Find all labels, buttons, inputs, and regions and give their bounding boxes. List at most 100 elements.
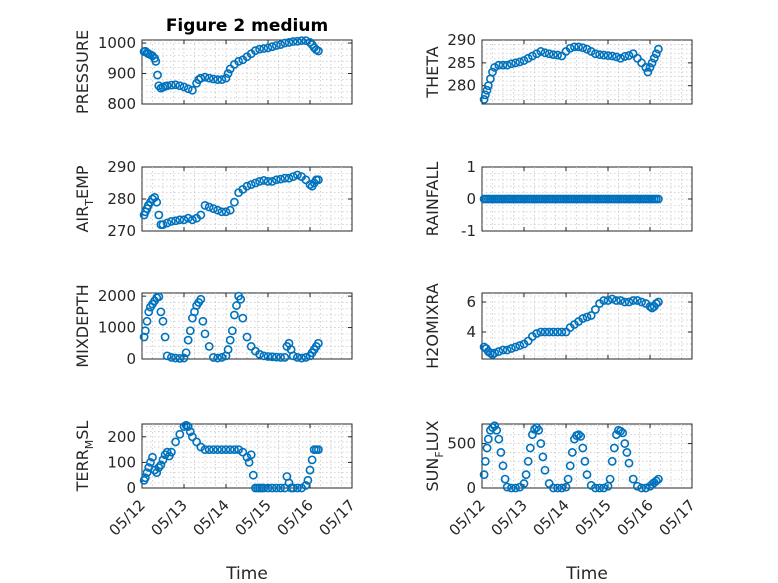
data-point xyxy=(313,46,323,56)
data-point xyxy=(591,49,600,59)
x-ticks xyxy=(141,293,353,359)
data-point xyxy=(179,82,189,92)
data-point xyxy=(549,483,558,493)
data-point xyxy=(561,482,571,492)
data-point xyxy=(479,95,489,104)
data-point xyxy=(271,483,281,493)
data-point xyxy=(616,426,625,436)
data-point xyxy=(576,432,586,441)
y-tick-label: -1 xyxy=(461,222,476,240)
data-point xyxy=(297,353,306,363)
data-point xyxy=(200,200,210,210)
data-point xyxy=(544,327,554,337)
data-point xyxy=(643,67,653,77)
data-point xyxy=(187,215,197,225)
x-ticks xyxy=(141,167,353,231)
data-point xyxy=(530,424,539,434)
data-point xyxy=(158,316,168,326)
data-point xyxy=(175,81,185,91)
data-point xyxy=(305,180,315,189)
data-point xyxy=(246,450,256,460)
data-point xyxy=(152,468,162,478)
data-point xyxy=(557,327,567,337)
data-point xyxy=(259,44,269,53)
data-point xyxy=(175,215,185,225)
data-point xyxy=(599,296,609,305)
y-axis-label-main: TERR xyxy=(73,449,92,492)
data-point xyxy=(578,43,588,53)
data-point xyxy=(578,443,588,453)
data-point xyxy=(183,422,193,431)
data-point xyxy=(259,351,269,361)
data-point xyxy=(284,478,294,488)
data-point xyxy=(532,329,541,338)
data-point xyxy=(492,425,502,435)
data-point xyxy=(553,483,562,493)
data-point xyxy=(208,74,218,84)
data-point xyxy=(153,70,162,80)
data-point xyxy=(144,307,154,317)
y-ticks: 46 xyxy=(466,293,692,341)
data-point xyxy=(217,353,227,362)
data-point xyxy=(599,50,609,60)
data-points xyxy=(479,294,663,359)
y-tick-label: 2000 xyxy=(98,287,136,305)
data-point xyxy=(148,452,157,462)
data-point xyxy=(498,461,508,471)
data-point xyxy=(179,353,189,363)
data-point xyxy=(187,432,197,442)
data-point xyxy=(654,474,663,484)
data-point xyxy=(242,181,252,191)
y-ticks: -1 0 1 xyxy=(461,158,692,240)
data-point xyxy=(187,85,197,95)
data-point xyxy=(651,476,661,486)
data-point xyxy=(271,175,281,185)
data-point xyxy=(229,445,239,454)
data-point xyxy=(580,456,590,466)
data-point xyxy=(528,51,537,61)
data-point xyxy=(156,460,166,470)
y-tick-label: 1000 xyxy=(98,34,136,52)
data-point xyxy=(301,481,311,490)
y-ticks: 800 900 1000 xyxy=(98,34,352,113)
data-point xyxy=(234,56,243,66)
data-point xyxy=(490,63,499,72)
data-point xyxy=(633,296,642,305)
data-point xyxy=(620,52,630,61)
data-point xyxy=(553,327,562,337)
data-point xyxy=(183,84,193,94)
data-points xyxy=(479,194,663,204)
data-point xyxy=(582,312,592,322)
y-axis-label-rest: LUX xyxy=(423,420,442,451)
data-point xyxy=(515,341,525,350)
data-point xyxy=(179,215,189,225)
data-point xyxy=(565,461,575,471)
data-point xyxy=(532,49,541,59)
data-point xyxy=(536,327,546,337)
data-point xyxy=(567,448,577,457)
y-tick-label: 800 xyxy=(107,95,136,113)
data-point xyxy=(185,427,195,437)
data-point xyxy=(166,80,176,90)
x-ticks xyxy=(481,293,693,359)
data-point xyxy=(637,297,646,307)
data-point xyxy=(534,425,544,435)
subplot-h2omixra: 46 H2OMIXRA xyxy=(423,283,693,369)
data-point xyxy=(574,42,583,52)
data-point xyxy=(607,51,617,61)
data-point xyxy=(612,52,621,62)
data-point xyxy=(232,301,241,310)
data-point xyxy=(553,50,562,60)
data-point xyxy=(498,345,508,355)
data-points xyxy=(479,421,663,493)
data-point xyxy=(586,311,596,320)
data-point xyxy=(500,474,510,484)
y-tick-label: 0 xyxy=(126,479,136,497)
data-point xyxy=(313,175,323,185)
y-tick-label: 1 xyxy=(466,158,476,176)
y-ticks: 0 1000 2000 xyxy=(98,287,352,368)
data-point xyxy=(483,434,493,444)
data-point xyxy=(595,50,604,60)
data-point xyxy=(280,173,290,183)
y-tick-label: 100 xyxy=(107,453,136,471)
